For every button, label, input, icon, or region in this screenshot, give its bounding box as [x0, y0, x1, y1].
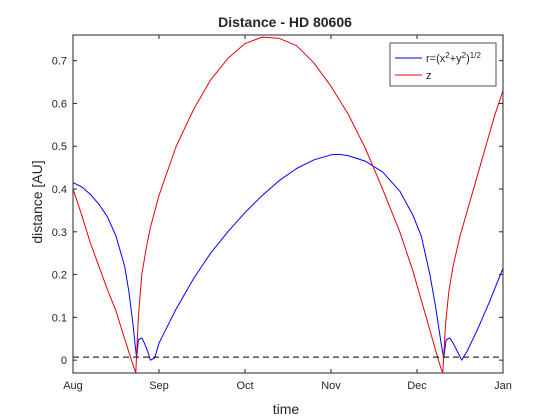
y-tick-label: 0.5	[52, 141, 67, 153]
chart-title: Distance - HD 80606	[218, 14, 352, 30]
legend: r=(x2+y2)1/2 z	[389, 42, 497, 87]
x-tick-label: Aug	[63, 380, 83, 392]
y-tick-label: 0.1	[52, 312, 67, 324]
series-layer	[72, 36, 504, 374]
series-line-z	[72, 36, 504, 374]
x-tick-label: Sep	[149, 380, 169, 392]
x-tick-label: Dec	[407, 380, 427, 392]
legend-box	[389, 42, 497, 87]
legend-label-z: z	[426, 70, 432, 82]
y-axis-label: distance [AU]	[29, 160, 45, 243]
x-tick-label: Oct	[236, 380, 253, 392]
legend-label-r: r=(x2+y2)1/2	[426, 51, 481, 66]
axes-frame	[72, 34, 504, 374]
y-tick-label: 0.7	[52, 56, 67, 68]
x-tick-label: Nov	[321, 380, 341, 392]
series-line-r	[72, 153, 504, 361]
y-tick-label: 0.6	[52, 98, 67, 110]
y-tick-label: 0.2	[52, 270, 67, 282]
x-axis-ticks: Aug Sep Oct Nov Dec Jan	[63, 35, 512, 392]
y-tick-label: 0.4	[52, 184, 67, 196]
x-axis-label: time	[273, 401, 300, 417]
y-axis-ticks: 0 0.1 0.2 0.3 0.4 0.5 0.6 0.7	[52, 56, 503, 367]
y-tick-label: 0	[61, 355, 67, 367]
x-tick-label: Jan	[494, 380, 512, 392]
y-tick-label: 0.3	[52, 227, 67, 239]
plot-area	[73, 35, 503, 373]
